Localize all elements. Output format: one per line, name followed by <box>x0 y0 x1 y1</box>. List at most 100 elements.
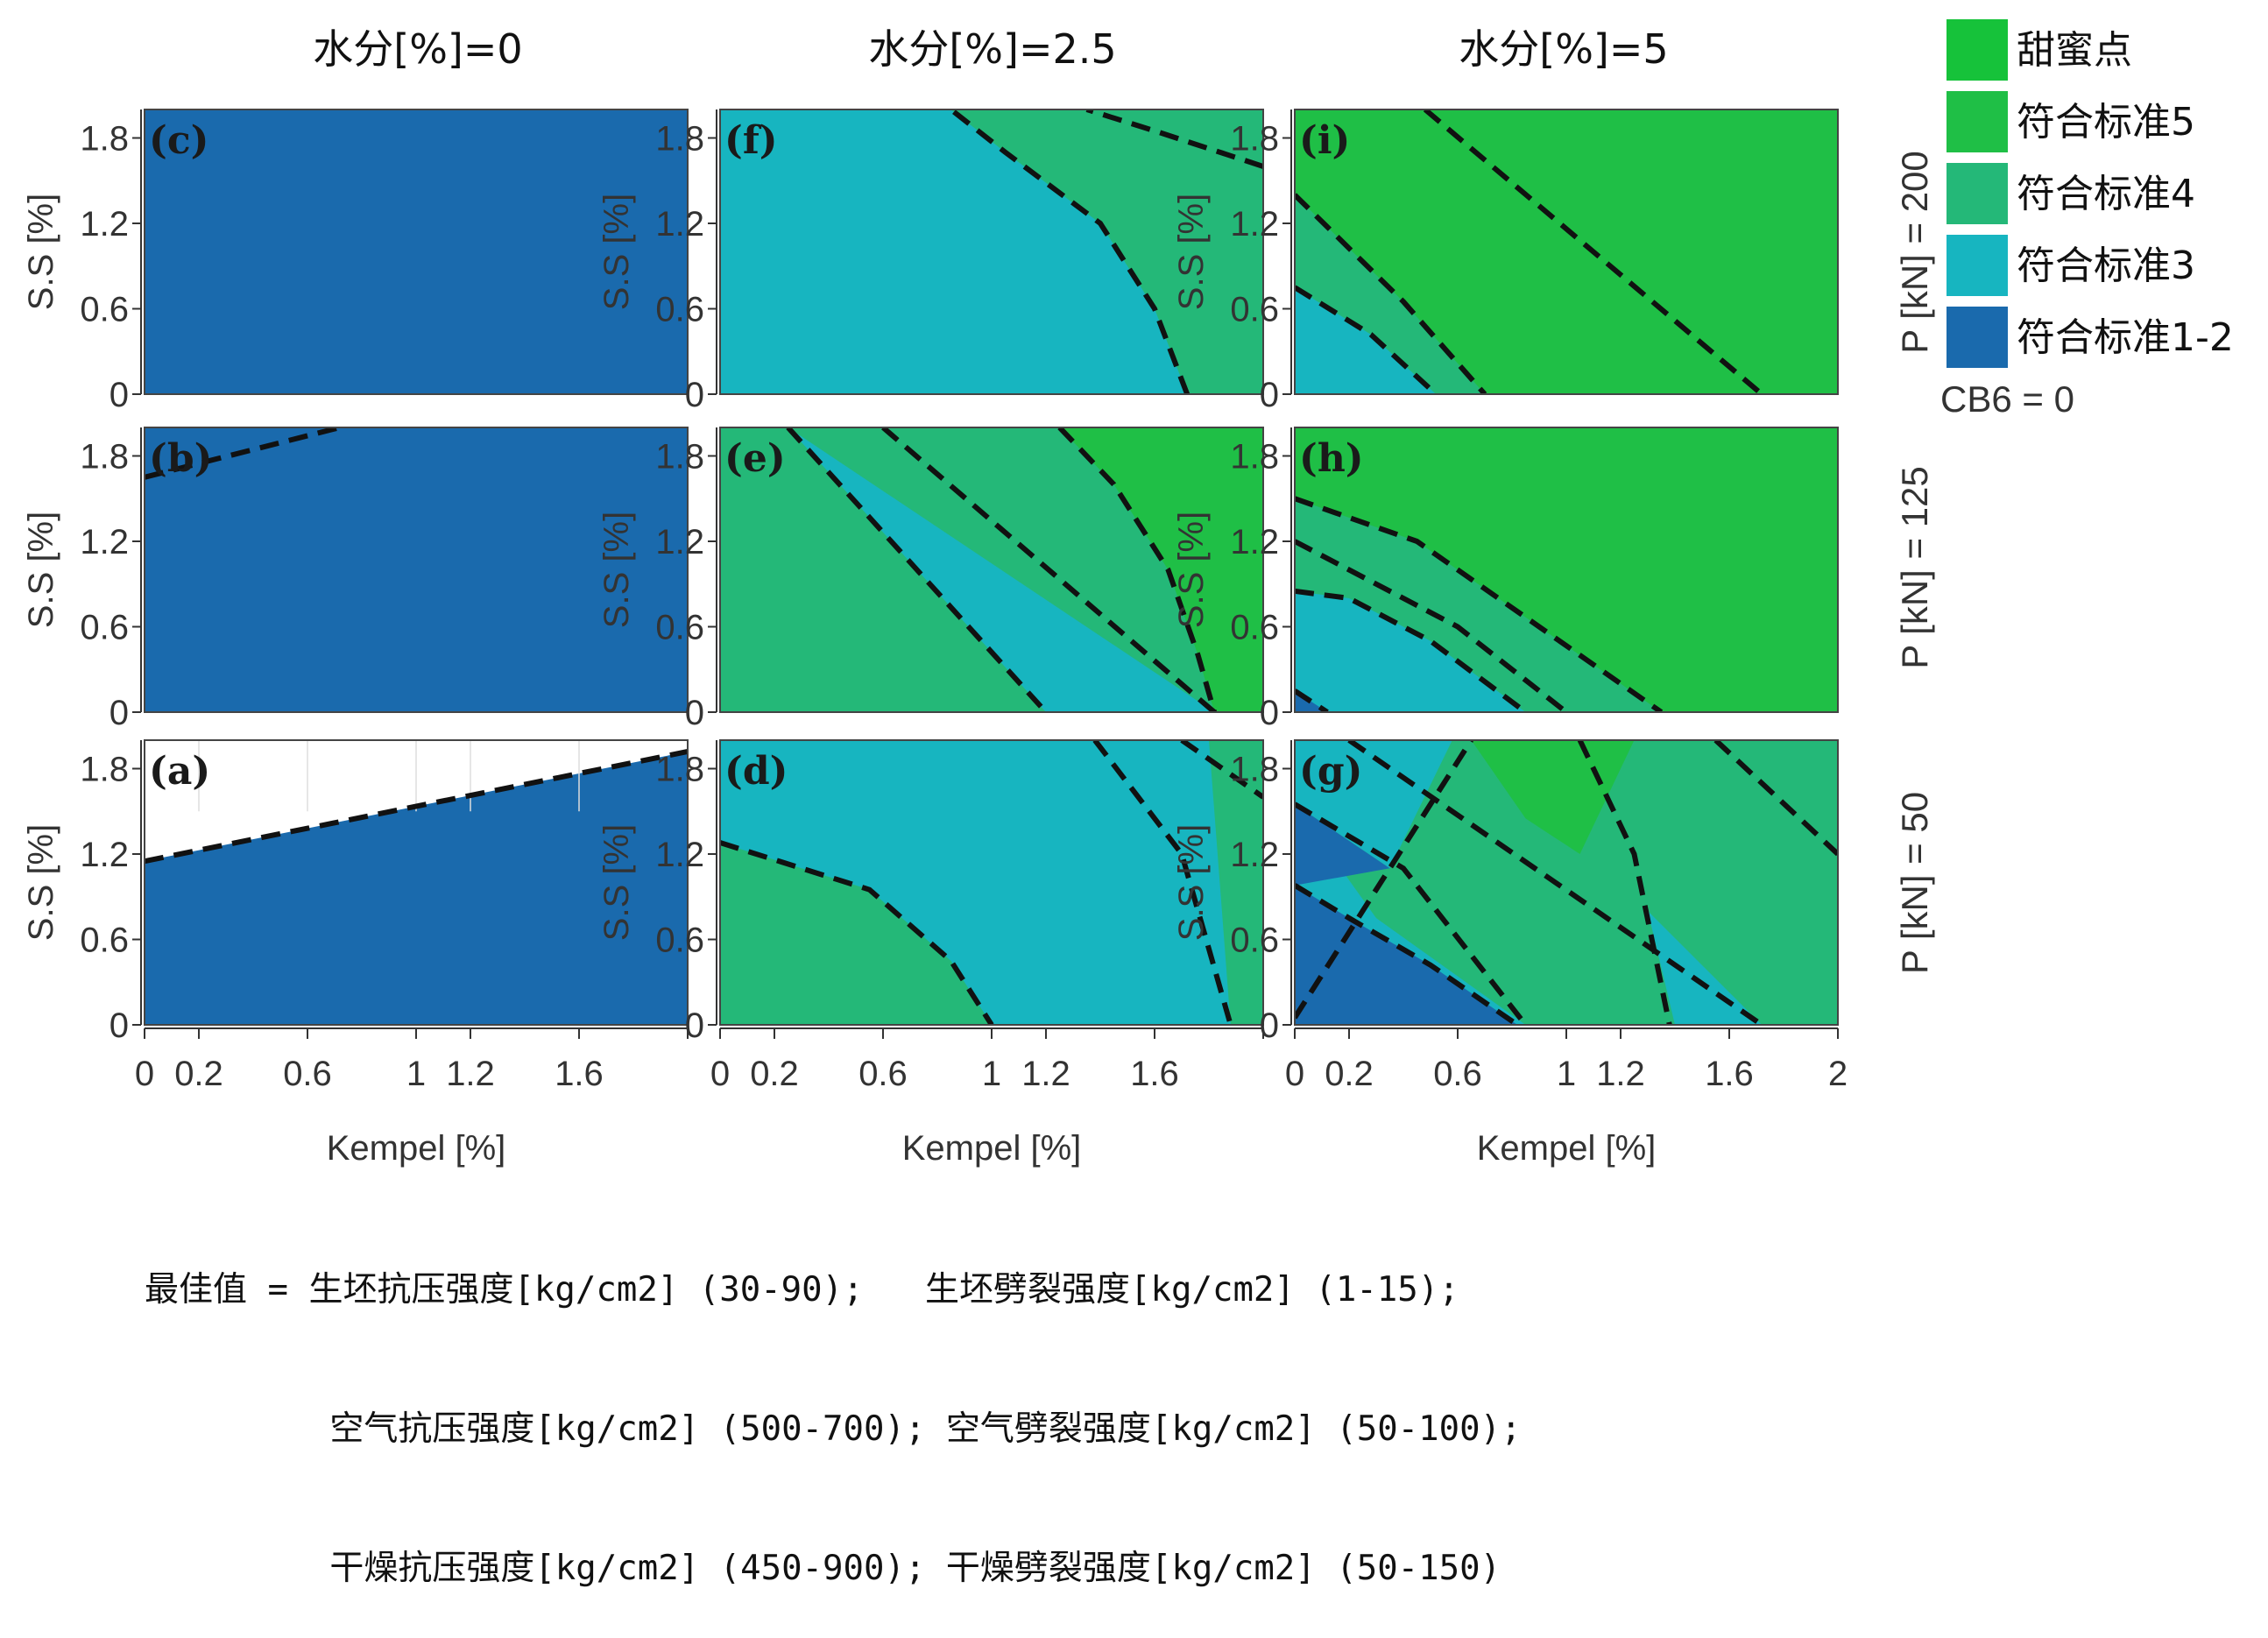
optimum-notes: 最佳值 = 生坯抗压强度[kg/cm2] (30-90); 生坯劈裂强度[kg/… <box>145 1174 1522 1638</box>
contour-boundary <box>1057 427 1218 712</box>
contour-region <box>720 740 1231 1025</box>
plot-area <box>720 427 1263 712</box>
panel-background <box>145 427 688 712</box>
x-tick-label: 1.2 <box>1021 1055 1070 1093</box>
plot-area <box>720 740 1263 1025</box>
y-tick-label: 0.6 <box>655 609 704 647</box>
contour-boundary <box>1180 740 1263 800</box>
y-tick-label: 1.2 <box>80 523 129 561</box>
x-tick-label: 1.2 <box>446 1055 495 1093</box>
figure: (c) 0 0.6 1.2 1.8 S.S [%] (f) 0 0.6 1.2 1.8 S.S [%]… <box>22 19 2234 1168</box>
legend-label: 符合标准4 <box>2017 172 2195 216</box>
plot-area <box>145 109 688 394</box>
contour-boundary <box>786 427 1049 712</box>
plot-area <box>1295 427 1838 712</box>
x-tick-label: 1 <box>1557 1055 1576 1093</box>
y-axis-label: S.S [%] <box>597 194 636 310</box>
legend-label: 甜蜜点 <box>2017 28 2132 73</box>
x-axis-label: Kempel [%] <box>327 1129 506 1168</box>
y-tick-label: 0 <box>1260 1006 1279 1045</box>
panel-frame <box>719 109 1264 395</box>
legend-note: CB6 = 0 <box>1940 378 2074 420</box>
x-tick-label: 0.6 <box>283 1055 332 1093</box>
panel: (f) 0 0.6 1.2 1.8 S.S [%] <box>597 109 1264 414</box>
contour-boundary <box>1295 740 1474 1020</box>
y-tick-label: 0 <box>685 694 704 732</box>
panel: (d) 0 0.6 1.2 1.8 S.S [%] 0 0.2 0.6 1 1.2 1.6 Kempel… <box>597 739 1264 1168</box>
y-tick-label: 1.8 <box>80 120 129 159</box>
y-tick-label: 1.8 <box>80 751 129 789</box>
contour-region <box>1295 287 1437 394</box>
panel-frame <box>719 427 1264 713</box>
panel-label: (g) <box>1299 749 1362 794</box>
plot-area <box>145 740 688 1025</box>
contour-boundary <box>1347 740 1763 1025</box>
contour-boundary <box>1295 588 1528 712</box>
panel-label: (a) <box>149 749 210 794</box>
panel-frame <box>1294 739 1839 1026</box>
y-tick-label: 1.8 <box>1230 438 1279 477</box>
panel: (i) 0 0.6 1.2 1.8 S.S [%] <box>1172 109 1839 414</box>
y-tick-label: 1.8 <box>1230 751 1279 789</box>
contour-region <box>1295 740 1452 869</box>
x-tick-label: 2 <box>1828 1055 1848 1093</box>
y-axis-label: S.S [%] <box>22 824 60 941</box>
panel-label: (e) <box>724 436 786 481</box>
panel-label: (h) <box>1299 436 1364 481</box>
panel-frame <box>1294 427 1839 713</box>
y-tick-label: 0.6 <box>80 609 129 647</box>
panel: (h) 0 0.6 1.2 1.8 S.S [%] <box>1172 427 1839 732</box>
row-header: P [kN] = 50 <box>1894 792 1935 974</box>
contour-boundary <box>1092 740 1233 1025</box>
optimum-note-line: 空气抗压强度[kg/cm2] (500-700); 空气劈裂强度[kg/cm2]… <box>145 1409 1522 1449</box>
panel-frame <box>719 739 1264 1026</box>
x-tick-label: 0.6 <box>858 1055 908 1093</box>
y-tick-label: 0.6 <box>1230 609 1279 647</box>
y-tick-label: 1.2 <box>80 205 129 244</box>
contour-boundary <box>145 749 688 865</box>
y-axis-label: S.S [%] <box>1172 194 1211 310</box>
contour-boundary <box>1085 109 1263 169</box>
contour-boundary <box>1295 883 1519 1025</box>
y-tick-label: 1.2 <box>80 836 129 874</box>
legend-label: 符合标准5 <box>2017 100 2195 145</box>
plot-area <box>1295 740 1838 1025</box>
y-tick-label: 1.8 <box>655 438 704 477</box>
y-tick-label: 1.8 <box>655 120 704 159</box>
optimum-note-line: 干燥抗压强度[kg/cm2] (450-900); 干燥劈裂强度[kg/cm2]… <box>145 1549 1501 1588</box>
y-tick-label: 0 <box>110 694 129 732</box>
panel-background <box>145 109 688 394</box>
row-headers: P [kN] = 200 P [kN] = 125 P [kN] = 50 <box>1894 151 1935 974</box>
contour-boundary <box>949 109 1191 394</box>
panel-label: (b) <box>149 436 212 481</box>
contour-boundary <box>1423 109 1764 394</box>
y-tick-label: 1.2 <box>655 205 704 244</box>
contour-region <box>1648 911 1763 1025</box>
contour-boundary <box>720 840 994 1025</box>
contour-region <box>720 109 1188 394</box>
x-tick-label: 0 <box>135 1055 154 1093</box>
contour-boundary <box>1295 193 1487 394</box>
column-header: 水分[%]=5 <box>1459 25 1668 73</box>
y-tick-label: 1.2 <box>655 523 704 561</box>
x-tick-label: 0.2 <box>1325 1055 1374 1093</box>
column-headers: 水分[%]=0 水分[%]=2.5 水分[%]=5 <box>313 25 1668 73</box>
contour-region <box>1295 590 1526 712</box>
contour-boundary <box>1295 285 1438 394</box>
contour-region <box>1295 690 1328 712</box>
contour-boundary <box>145 427 341 480</box>
y-axis-label: S.S [%] <box>22 194 60 310</box>
contour-region <box>1295 804 1390 886</box>
panel-label: (f) <box>724 118 778 163</box>
y-tick-label: 1.2 <box>1230 523 1279 561</box>
panel-label: (c) <box>149 118 208 163</box>
x-tick-label: 1.6 <box>1705 1055 1754 1093</box>
y-tick-label: 1.2 <box>655 836 704 874</box>
contour-boundary <box>1295 496 1664 712</box>
contour-boundary <box>1577 740 1672 1025</box>
y-tick-label: 0.6 <box>80 921 129 960</box>
legend-swatch <box>1947 235 2008 296</box>
y-tick-label: 1.8 <box>80 438 129 477</box>
panel-frame <box>144 427 689 713</box>
